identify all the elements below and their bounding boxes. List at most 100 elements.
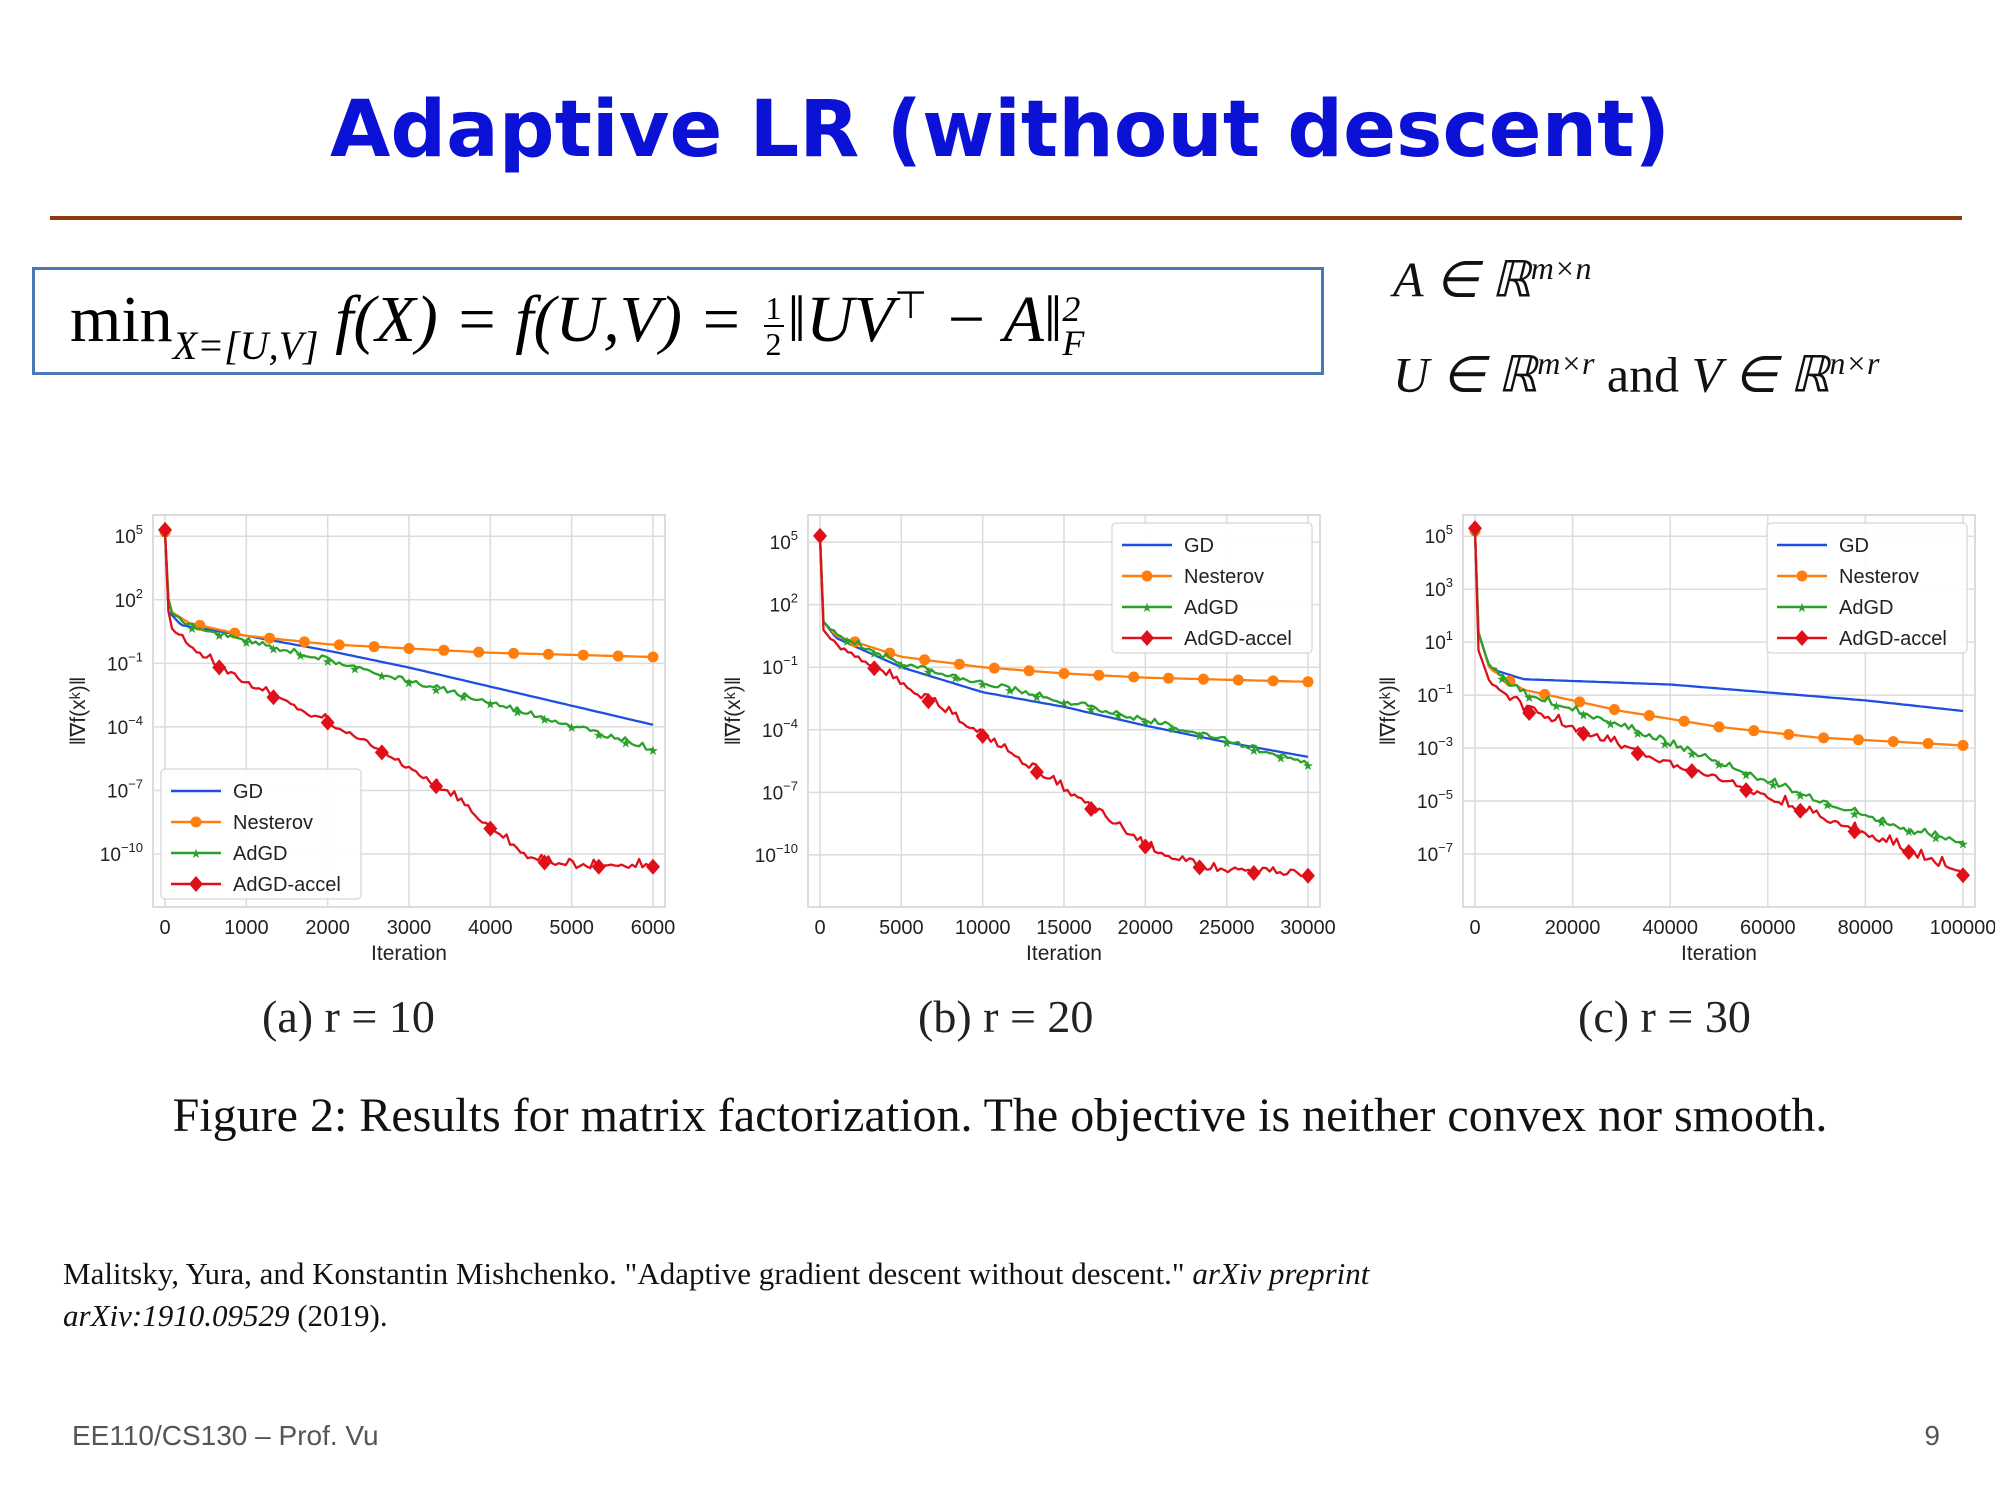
x-tick-label: 25000	[1199, 917, 1255, 939]
marker-adgd: ★	[485, 697, 497, 712]
marker-adgd-accel	[1246, 864, 1261, 881]
marker-nesterov	[1608, 703, 1620, 715]
marker-adgd: ★	[1248, 743, 1260, 758]
x-tick-label: 3000	[387, 917, 432, 939]
legend-marker: ★	[1141, 600, 1153, 615]
legend-label-nesterov: Nesterov	[1839, 566, 1919, 588]
figure-caption: Figure 2: Results for matrix factorizati…	[172, 1089, 1828, 1142]
marker-adgd-accel	[266, 689, 281, 706]
legend-marker	[1795, 630, 1809, 646]
tick-base: 10	[770, 596, 791, 617]
marker-adgd: ★	[1058, 696, 1070, 711]
caption-a: (a) r = 10	[262, 991, 435, 1042]
x-tick-label: 2000	[305, 917, 350, 939]
marker-nesterov	[1922, 738, 1934, 750]
tick-exponent: 1	[1446, 628, 1453, 643]
marker-nesterov	[1783, 728, 1795, 740]
x-tick-label: 5000	[549, 917, 594, 939]
marker-adgd: ★	[1085, 702, 1097, 717]
legend-box	[1111, 522, 1313, 654]
marker-adgd: ★	[1713, 757, 1725, 772]
marker-adgd-accel	[975, 728, 990, 745]
marker-adgd-accel	[1029, 764, 1044, 781]
marker-adgd: ★	[923, 664, 935, 679]
marker-adgd: ★	[1767, 778, 1779, 793]
marker-nesterov	[1128, 671, 1140, 683]
marker-nesterov	[577, 649, 589, 661]
tick-base: 10	[1425, 527, 1446, 548]
marker-adgd: ★	[186, 621, 198, 636]
reference-plain: Malitsky, Yura, and Konstantin Mishchenk…	[63, 1256, 1193, 1291]
marker-nesterov	[1302, 676, 1314, 688]
tick-base: 10	[755, 846, 776, 867]
series-line-adgd	[818, 535, 1309, 767]
marker-adgd: ★	[620, 735, 632, 750]
marker-nesterov	[1887, 736, 1899, 748]
y-tick-label: 10−7	[762, 778, 798, 804]
marker-adgd: ★	[593, 728, 605, 743]
y-tick-label: 10−7	[1417, 840, 1453, 866]
marker-adgd: ★	[1795, 788, 1807, 803]
y-tick-label: 103	[1425, 575, 1453, 601]
x-tick-label: 60000	[1740, 917, 1796, 939]
tick-exponent: −10	[776, 841, 798, 856]
marker-nesterov	[508, 647, 520, 659]
reference-italic: arXiv preprint arXiv:1910.09529	[63, 1256, 1370, 1333]
tick-exponent: 3	[1446, 575, 1453, 590]
marker-adgd: ★	[1578, 708, 1590, 723]
tick-base: 10	[115, 527, 136, 548]
tick-base: 10	[107, 718, 128, 739]
tick-base: 10	[762, 721, 783, 742]
marker-adgd-accel	[1739, 782, 1754, 799]
tick-exponent: 5	[791, 528, 798, 543]
marker-nesterov	[1197, 673, 1209, 685]
series-line-adgd	[163, 531, 654, 751]
series-line-adgd-accel	[1473, 528, 1964, 875]
y-axis-label: ‖∇f(xᵏ)‖	[1377, 677, 1400, 746]
marker-adgd: ★	[430, 682, 442, 697]
marker-adgd-accel	[483, 820, 498, 837]
side-u-text: U ∈ ℝ	[1393, 346, 1538, 403]
marker-adgd-accel	[591, 858, 606, 875]
tick-base: 10	[100, 845, 121, 866]
x-tick-label: 15000	[1036, 917, 1092, 939]
y-tick-label: 10−4	[762, 716, 798, 742]
tick-exponent: −1	[783, 653, 798, 668]
y-tick-label: 102	[115, 586, 143, 612]
formula-min-subscript: X=[U,V]	[172, 323, 319, 368]
y-tick-label: 10−1	[1417, 681, 1453, 707]
legend-label-adgd-accel: AdGD-accel	[233, 874, 341, 896]
legend-label-adgd: AdGD	[1184, 597, 1238, 619]
y-tick-label: 10−4	[107, 713, 143, 739]
formula-transpose: ⊤	[894, 285, 928, 327]
series-line-adgd-accel	[818, 535, 1309, 878]
tick-exponent: −5	[1438, 787, 1453, 802]
marker-nesterov	[403, 642, 415, 654]
marker-adgd: ★	[1903, 824, 1915, 839]
y-axis-label: ‖∇f(xᵏ)‖	[722, 677, 745, 746]
objective-formula-box: minX=[U,V] f(X) = f(U,V) = 1 2 ‖UV⊤ − A‖ 2 F	[32, 267, 1324, 375]
marker-adgd: ★	[1031, 689, 1043, 704]
tick-exponent: −7	[1438, 840, 1453, 855]
marker-nesterov	[473, 646, 485, 658]
side-v-sup: n×r	[1829, 345, 1880, 381]
marker-adgd: ★	[512, 704, 524, 719]
marker-nesterov	[1852, 734, 1864, 746]
marker-adgd-accel	[1084, 801, 1099, 817]
formula-min: min	[70, 283, 173, 356]
marker-adgd: ★	[1523, 690, 1535, 705]
marker-adgd-accel	[1468, 520, 1482, 537]
x-tick-label: 0	[1469, 917, 1480, 939]
reference-tail: (2019).	[289, 1298, 388, 1333]
marker-adgd-accel	[813, 527, 827, 544]
legend-marker: ★	[190, 846, 202, 861]
marker-adgd: ★	[1112, 708, 1124, 723]
x-axis-label: Iteration	[1026, 942, 1102, 965]
legend-marker	[1796, 570, 1808, 582]
x-tick-label: 5000	[879, 917, 924, 939]
legend-marker: ★	[1796, 600, 1808, 615]
marker-adgd-accel	[1847, 823, 1862, 840]
legend-label-adgd: AdGD	[1839, 597, 1893, 619]
formula-body: f(X) = f(U,V) =	[335, 283, 744, 356]
